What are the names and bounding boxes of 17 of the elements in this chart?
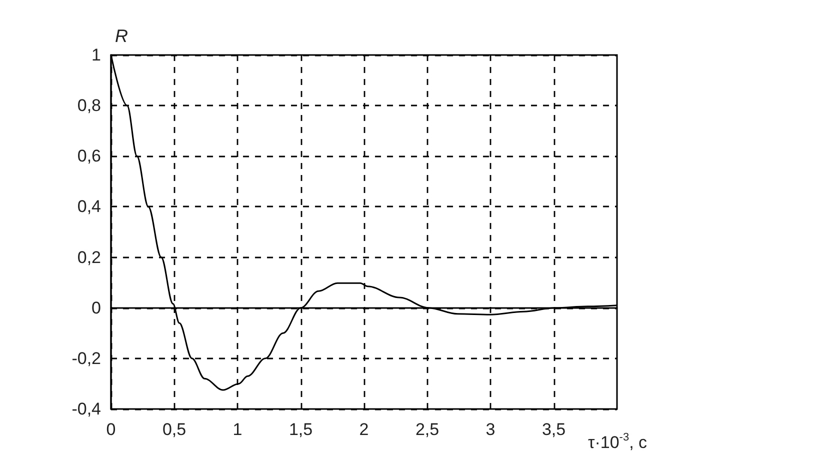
y-tick-label: -0,2 <box>72 348 101 368</box>
y-tick-label: 0,6 <box>77 146 101 166</box>
x-tick-label: 2,5 <box>415 420 440 439</box>
x-tick-label: 3 <box>486 420 496 439</box>
y-axis-title: R <box>115 26 128 46</box>
y-tick-label: 0,4 <box>77 197 101 216</box>
x-tick-label: 1,5 <box>288 420 313 439</box>
y-tick-label: 0,2 <box>77 248 101 267</box>
y-tick-label: 0,8 <box>77 96 101 116</box>
x-tick-label: 0 <box>106 420 116 439</box>
x-tick-label: 3,5 <box>542 420 566 439</box>
y-tick-label: 0 <box>92 298 101 318</box>
y-tick-label: 1 <box>92 46 101 64</box>
x-tick-label: 2 <box>359 420 369 439</box>
y-tick-label: -0,4 <box>72 400 101 418</box>
x-tick-label: 1 <box>232 420 242 439</box>
x-tick-label: 0,5 <box>162 420 186 439</box>
